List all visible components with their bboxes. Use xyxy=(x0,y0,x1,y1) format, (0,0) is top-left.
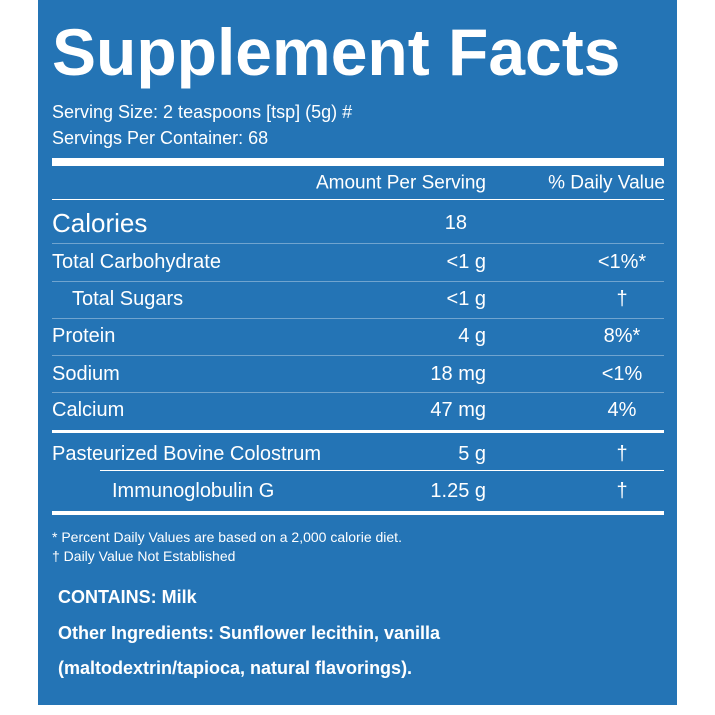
nutrient-name: Calcium xyxy=(52,399,125,421)
amount: 1.25 g xyxy=(430,480,486,502)
rule xyxy=(52,392,664,393)
daily-value: 4% xyxy=(607,399,637,421)
column-header: Amount Per Serving xyxy=(315,172,486,194)
daily-value: <1%* xyxy=(597,251,647,273)
servings-per-container: Servings Per Container: 68 xyxy=(52,128,269,148)
daily-value: † xyxy=(616,288,628,310)
daily-value: † xyxy=(616,443,628,465)
rule xyxy=(52,243,664,244)
footnote: * Percent Daily Values are based on a 2,… xyxy=(52,529,402,545)
amount: 47 mg xyxy=(430,399,486,421)
footnote: † Daily Value Not Established xyxy=(52,548,236,564)
nutrient-name: Protein xyxy=(52,325,116,347)
nutrient-name: Total Sugars xyxy=(72,288,184,310)
daily-value: <1% xyxy=(601,363,643,385)
rule xyxy=(52,281,664,282)
title: Supplement Facts xyxy=(52,15,621,89)
amount: <1 g xyxy=(446,288,486,310)
nutrient-name: Pasteurized Bovine Colostrum xyxy=(52,443,322,465)
other-ingredients: Other Ingredients: Sunflower lecithin, v… xyxy=(58,623,441,643)
nutrient-name: Total Carbohydrate xyxy=(52,251,221,273)
rule xyxy=(52,430,664,433)
amount: <1 g xyxy=(446,251,486,273)
amount: 18 mg xyxy=(430,363,486,385)
label-panel xyxy=(38,0,677,705)
column-header: % Daily Value xyxy=(548,172,665,194)
other-ingredients: (maltodextrin/tapioca, natural flavoring… xyxy=(58,658,413,678)
nutrient-name: Sodium xyxy=(52,363,120,385)
amount: 18 xyxy=(444,212,467,234)
rule xyxy=(52,158,664,166)
amount: 5 g xyxy=(458,443,486,465)
contains: CONTAINS: Milk xyxy=(58,587,197,607)
nutrient-name: Calories xyxy=(52,208,148,238)
rule xyxy=(100,470,664,471)
rule xyxy=(52,511,664,515)
nutrient-name: Immunoglobulin G xyxy=(112,480,275,502)
rule xyxy=(52,355,664,356)
daily-value: † xyxy=(616,480,628,502)
amount: 4 g xyxy=(458,325,486,347)
daily-value: 8%* xyxy=(603,325,641,347)
rule xyxy=(52,318,664,319)
serving-size: Serving Size: 2 teaspoons [tsp] (5g) # xyxy=(52,102,353,122)
rule xyxy=(52,199,664,200)
